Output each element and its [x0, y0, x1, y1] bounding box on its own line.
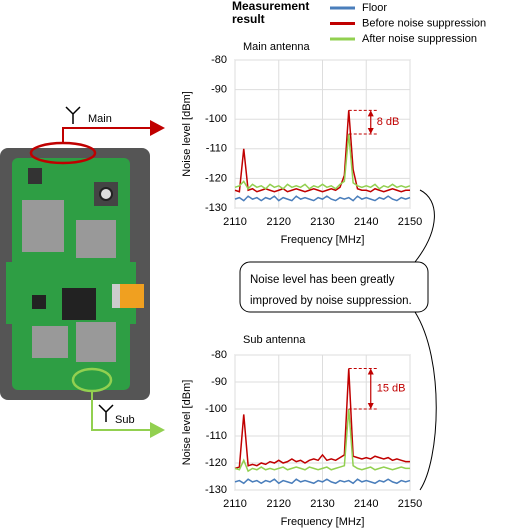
x-tick-label: 2120 [267, 498, 291, 510]
annotation-arrowhead [367, 368, 374, 375]
y-tick-label: -120 [205, 172, 227, 184]
x-tick-label: 2150 [398, 216, 422, 228]
chip [32, 295, 46, 309]
annotation-label: 8 dB [377, 116, 400, 128]
y-tick-label: -100 [205, 403, 227, 415]
x-tick-label: 2140 [354, 216, 378, 228]
series-line [234, 368, 410, 470]
x-axis-label: Frequency [MHz] [281, 234, 365, 246]
legend-title: Measurement result [232, 0, 310, 27]
y-tick-label: -80 [211, 349, 227, 361]
connector-hole [99, 187, 113, 201]
x-axis-label: Frequency [MHz] [281, 516, 365, 528]
y-tick-label: -90 [211, 84, 227, 96]
x-tick-label: 2120 [267, 216, 291, 228]
flex-connector [118, 284, 144, 308]
antenna-icon [65, 106, 81, 124]
callout-box [239, 261, 429, 313]
legend-label: Before noise suppression [362, 17, 486, 29]
shield [76, 322, 116, 362]
y-tick-label: -100 [205, 113, 227, 125]
y-tick-label: -110 [206, 430, 227, 442]
annotation-label: 15 dB [377, 383, 406, 395]
x-tick-label: 2130 [310, 498, 334, 510]
y-axis-label: Noise level [dBm] [181, 380, 193, 466]
sub-arrowhead [150, 422, 165, 438]
y-tick-label: -120 [205, 457, 227, 469]
chart-title: Sub antenna [243, 334, 306, 346]
x-tick-label: 2140 [354, 498, 378, 510]
antenna-icon [98, 404, 114, 422]
annotation-arrowhead [367, 110, 374, 117]
x-tick-label: 2110 [223, 498, 247, 510]
y-axis-label: Noise level [dBm] [181, 91, 193, 177]
main-arrowhead [150, 120, 165, 136]
series-line [234, 478, 411, 485]
flex-connector-base [112, 284, 120, 308]
board-illustration: Main Sub [0, 106, 165, 438]
sub-label: Sub [115, 414, 135, 426]
series-line [234, 195, 411, 202]
shield [76, 220, 116, 258]
legend-label: Floor [362, 2, 387, 14]
series-line [234, 133, 411, 190]
chip [28, 168, 42, 184]
sub-arrow [91, 391, 150, 431]
y-tick-label: -130 [205, 202, 227, 214]
y-tick-label: -90 [211, 376, 227, 388]
main-label: Main [88, 113, 112, 125]
annotation-arrowhead [367, 128, 374, 134]
callout-tail [414, 189, 437, 491]
callout-text: Noise level has been greatly improved by… [250, 274, 412, 307]
annotation-arrowhead [367, 403, 374, 409]
chart-title: Main antenna [243, 41, 311, 53]
y-tick-label: -80 [211, 54, 227, 66]
x-tick-label: 2130 [310, 216, 334, 228]
x-tick-label: 2110 [223, 216, 247, 228]
y-tick-label: -130 [205, 484, 227, 496]
shield [32, 326, 68, 358]
legend-label: After noise suppression [362, 33, 477, 45]
series-line [234, 110, 410, 193]
series-line [234, 408, 410, 473]
shield [22, 200, 64, 252]
main-arrow [62, 127, 150, 143]
y-tick-label: -110 [206, 143, 227, 155]
chip [62, 288, 96, 320]
x-tick-label: 2150 [398, 498, 422, 510]
